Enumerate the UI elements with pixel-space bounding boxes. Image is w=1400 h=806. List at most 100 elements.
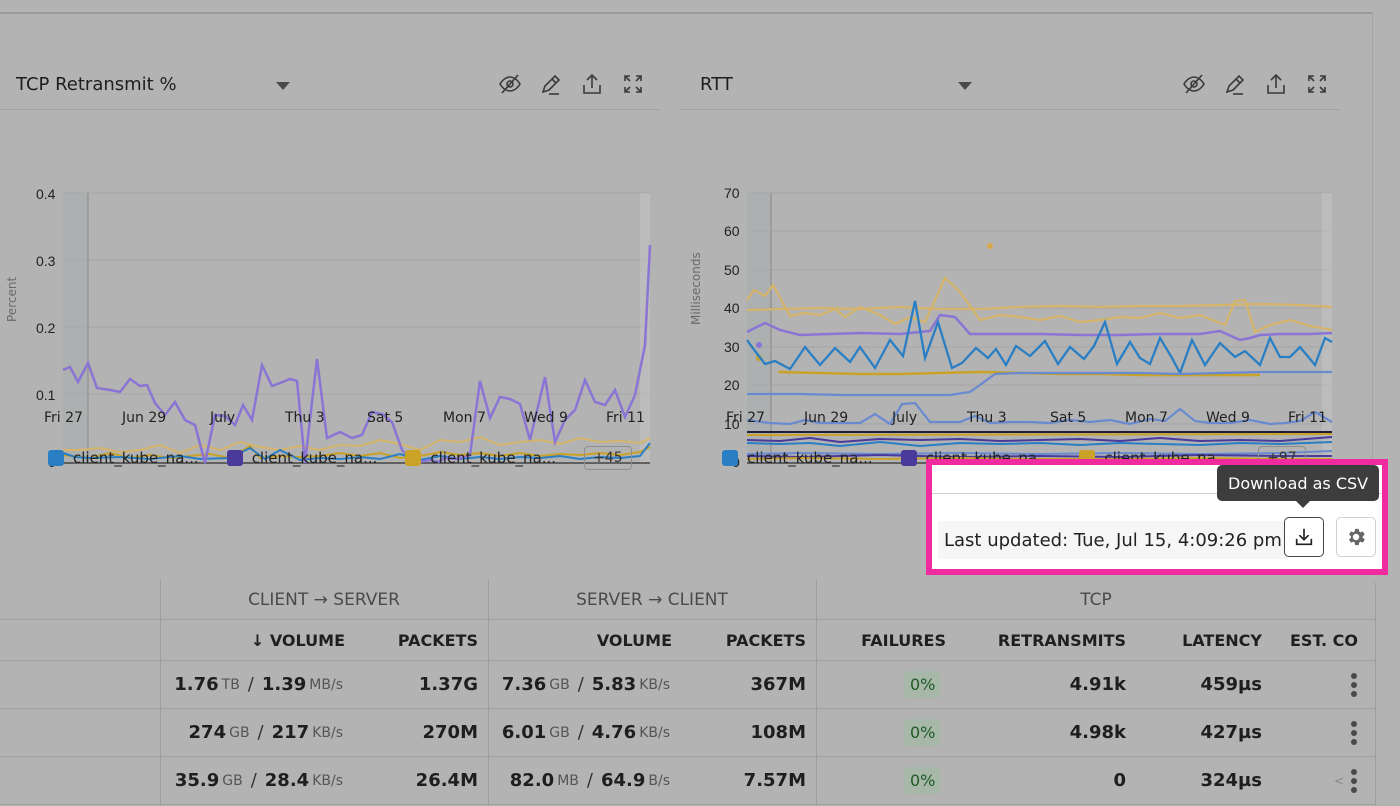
- share-upload-icon[interactable]: [580, 72, 604, 96]
- retransmits-cell: 0: [1113, 770, 1126, 791]
- panel-header: TCP Retransmit %: [0, 60, 660, 110]
- col-retransmits[interactable]: RETRANSMITS: [997, 630, 1126, 650]
- gear-icon: [1349, 528, 1365, 546]
- legend-item[interactable]: client_kube_na...: [226, 449, 377, 467]
- top-divider: [0, 12, 1372, 14]
- sc-packets-cell: 108M: [750, 722, 807, 743]
- row-menu-button[interactable]: [1351, 709, 1357, 756]
- cs-packets-cell: 1.37G: [418, 674, 478, 695]
- y-axis-label: Milliseconds: [689, 252, 703, 325]
- sc-volume-cell: 7.36 GB/5.83 KB/s: [501, 674, 670, 695]
- tcp-retransmit-chart[interactable]: 0.4 0.3 0.2 0.1 0: [0, 120, 660, 470]
- failures-cell: 0%: [904, 709, 942, 756]
- group-tcp: TCP: [1080, 589, 1112, 610]
- svg-text:10: 10: [724, 416, 740, 432]
- settings-button[interactable]: [1336, 517, 1376, 557]
- y-axis-label: Percent: [5, 276, 19, 322]
- svg-text:0.2: 0.2: [36, 320, 56, 336]
- chevron-down-icon[interactable]: [276, 82, 290, 90]
- edit-pencil-icon[interactable]: [539, 72, 563, 96]
- legend-more-badge[interactable]: +45: [584, 446, 632, 470]
- latency-cell: 427µs: [1200, 722, 1262, 743]
- failures-cell: 0%: [904, 757, 942, 804]
- legend-item[interactable]: client_kube_na...: [48, 449, 199, 467]
- col-sc-volume[interactable]: VOLUME: [596, 630, 672, 650]
- chevron-down-icon[interactable]: [958, 82, 972, 90]
- last-updated-text: Last updated: Tue, Jul 15, 4:09:26 pm: [938, 521, 1288, 559]
- latency-cell: 324µs: [1200, 770, 1262, 791]
- cs-packets-cell: 26.4M: [415, 770, 478, 791]
- sc-packets-cell: 7.57M: [743, 770, 806, 791]
- hide-icon[interactable]: [1182, 72, 1206, 96]
- kebab-menu-icon: [1351, 768, 1357, 793]
- expand-icon[interactable]: [1305, 72, 1329, 96]
- row-menu-button[interactable]: [1351, 757, 1357, 804]
- legend-swatch: [226, 450, 243, 466]
- kebab-menu-icon: [1351, 720, 1357, 745]
- highlighted-toolbar: Last updated: Tue, Jul 15, 4:09:26 pm: [926, 459, 1388, 575]
- panel-header: RTT: [680, 60, 1340, 110]
- group-client-server: CLIENT → SERVER: [248, 589, 400, 610]
- svg-text:40: 40: [724, 300, 740, 316]
- table-row[interactable]: 274 GB/217 KB/s 270M 6.01 GB/4.76 KB/s 108M …: [0, 709, 1376, 757]
- svg-text:0.1: 0.1: [36, 387, 56, 403]
- cs-volume-cell: 35.9 GB/28.4 KB/s: [174, 770, 343, 791]
- legend-swatch: [722, 450, 738, 466]
- right-divider: [1372, 13, 1373, 473]
- kebab-menu-icon: [1351, 672, 1357, 697]
- cs-packets-cell: 270M: [422, 722, 479, 743]
- tcp-group-card: [816, 580, 1376, 806]
- sc-packets-cell: 367M: [750, 674, 807, 695]
- col-sc-packets[interactable]: PACKETS: [725, 630, 806, 650]
- download-csv-button[interactable]: [1284, 517, 1324, 557]
- panel-title: RTT: [700, 74, 733, 95]
- share-upload-icon[interactable]: [1264, 72, 1288, 96]
- rtt-panel: RTT 70 60 50 40 30 20 10 0: [680, 60, 1340, 480]
- tcp-retransmit-panel: TCP Retransmit % 0.4 0.3 0.2 0.1 0: [0, 60, 660, 480]
- table-group-header: CLIENT → SERVER SERVER → CLIENT TCP: [0, 580, 1376, 806]
- status-badge: 0%: [904, 671, 942, 698]
- connections-table: CLIENT → SERVER SERVER → CLIENT TCP ↓ VO…: [0, 580, 1400, 806]
- failures-cell: 0%: [904, 661, 942, 708]
- rtt-chart[interactable]: 70 60 50 40 30 20 10 0: [680, 120, 1340, 470]
- col-est-connections[interactable]: EST. CO: [1290, 630, 1358, 650]
- download-tooltip: Download as CSV: [1217, 465, 1380, 508]
- svg-text:20: 20: [724, 377, 740, 393]
- legend-item[interactable]: client_kube_na...: [722, 449, 873, 467]
- col-latency[interactable]: LATENCY: [1182, 630, 1262, 650]
- svg-text:30: 30: [724, 339, 740, 355]
- table-row[interactable]: 35.9 GB/28.4 KB/s 26.4M 82.0 MB/64.9 B/s 7.5…: [0, 757, 1376, 805]
- svg-text:50: 50: [724, 262, 740, 278]
- svg-text:70: 70: [724, 185, 740, 201]
- panel-title: TCP Retransmit %: [16, 74, 177, 95]
- sc-volume-cell: 82.0 MB/64.9 B/s: [509, 770, 670, 791]
- legend-swatch: [48, 450, 64, 466]
- edit-pencil-icon[interactable]: [1223, 72, 1247, 96]
- expand-icon[interactable]: [621, 72, 645, 96]
- divider: [932, 493, 1382, 494]
- svg-text:0.4: 0.4: [36, 186, 56, 202]
- sc-volume-cell: 6.01 GB/4.76 KB/s: [501, 722, 670, 743]
- col-cs-volume[interactable]: ↓ VOLUME: [250, 630, 345, 650]
- status-badge: 0%: [904, 767, 942, 794]
- status-badge: 0%: [904, 719, 942, 746]
- download-icon: [1295, 528, 1313, 546]
- x-axis: Fri 27 Jun 29 July Thu 3 Sat 5 Mon 7 Wed…: [44, 410, 645, 426]
- legend-item[interactable]: client_kube_na...: [405, 449, 556, 467]
- scroll-left-icon[interactable]: <: [1334, 773, 1345, 788]
- cs-volume-cell: 274 GB/217 KB/s: [188, 722, 343, 743]
- retransmits-cell: 4.91k: [1069, 674, 1126, 695]
- chart-legend: client_kube_na... client_kube_na... clie…: [48, 446, 632, 470]
- col-cs-packets[interactable]: PACKETS: [397, 630, 478, 650]
- legend-swatch: [900, 450, 917, 466]
- row-menu-button[interactable]: [1351, 661, 1357, 708]
- x-axis: Fri 27 Jun 29 July Thu 3 Sat 5 Mon 7 Wed…: [726, 410, 1327, 426]
- table-row[interactable]: 1.76 TB/1.39 MB/s 1.37G 7.36 GB/5.83 KB/s 36…: [0, 661, 1376, 709]
- svg-text:0.3: 0.3: [36, 253, 56, 269]
- latency-cell: 459µs: [1200, 674, 1262, 695]
- table-column-header: ↓ VOLUME PACKETS VOLUME PACKETS FAILURES…: [0, 620, 1376, 661]
- col-failures[interactable]: FAILURES: [861, 630, 946, 650]
- hide-icon[interactable]: [498, 72, 522, 96]
- group-server-client: SERVER → CLIENT: [576, 589, 728, 610]
- legend-swatch: [405, 450, 422, 466]
